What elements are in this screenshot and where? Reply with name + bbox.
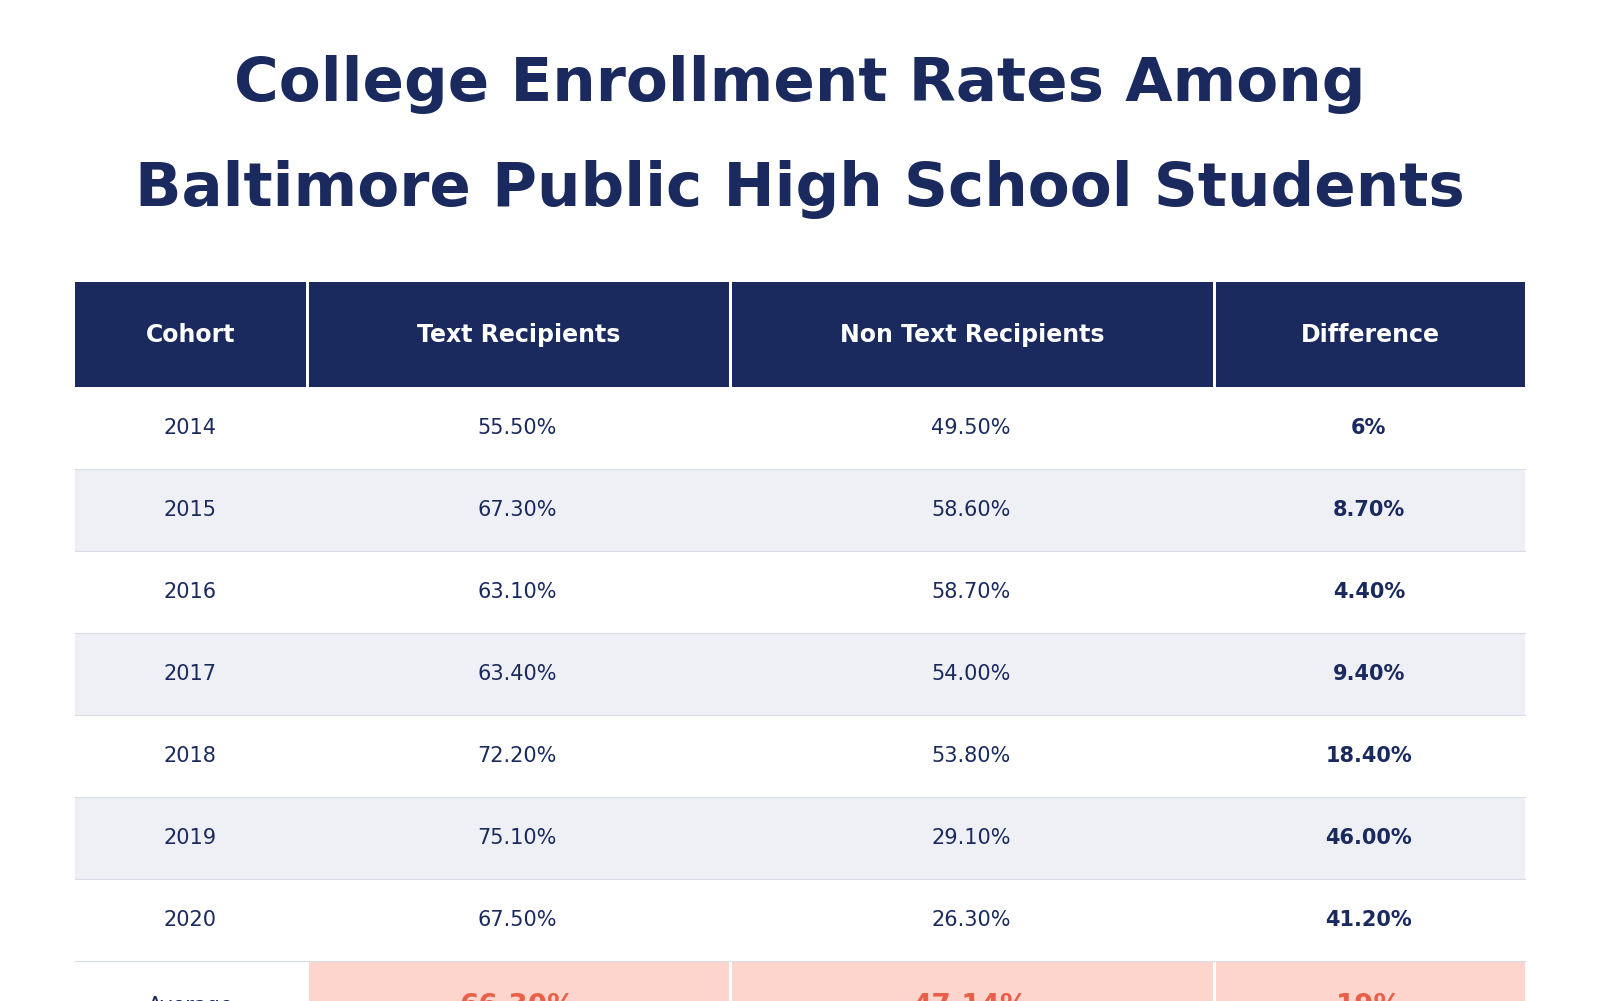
Text: 18.40%: 18.40% (1325, 746, 1413, 766)
Text: Non Text Recipients: Non Text Recipients (840, 322, 1104, 346)
Text: 53.80%: 53.80% (931, 746, 1011, 766)
Text: 46.00%: 46.00% (1325, 828, 1413, 848)
Text: 2020: 2020 (163, 910, 216, 930)
Text: 47.14%: 47.14% (914, 992, 1029, 1001)
Text: 2018: 2018 (163, 746, 216, 766)
Text: 58.60%: 58.60% (931, 500, 1011, 520)
Text: Average: Average (147, 996, 234, 1001)
Text: 8.70%: 8.70% (1333, 500, 1405, 520)
Text: 2019: 2019 (163, 828, 218, 848)
Text: 54.00%: 54.00% (931, 664, 1011, 684)
Text: 58.70%: 58.70% (931, 582, 1011, 602)
Text: 67.30%: 67.30% (478, 500, 557, 520)
Text: 75.10%: 75.10% (478, 828, 557, 848)
Text: Difference: Difference (1301, 322, 1440, 346)
Text: 63.40%: 63.40% (478, 664, 557, 684)
Text: 66.30%: 66.30% (459, 992, 576, 1001)
Text: 2015: 2015 (163, 500, 216, 520)
Text: 2017: 2017 (163, 664, 216, 684)
Text: Text Recipients: Text Recipients (418, 322, 621, 346)
Text: 49.50%: 49.50% (931, 418, 1011, 438)
Text: 2014: 2014 (163, 418, 216, 438)
Text: 55.50%: 55.50% (478, 418, 557, 438)
Text: 67.50%: 67.50% (478, 910, 557, 930)
Text: 41.20%: 41.20% (1325, 910, 1413, 930)
Text: 29.10%: 29.10% (931, 828, 1011, 848)
Text: 63.10%: 63.10% (478, 582, 557, 602)
Text: College Enrollment Rates Among: College Enrollment Rates Among (234, 55, 1366, 114)
Text: Cohort: Cohort (146, 322, 235, 346)
Text: 72.20%: 72.20% (478, 746, 557, 766)
Text: Baltimore Public High School Students: Baltimore Public High School Students (134, 160, 1466, 219)
Text: 4.40%: 4.40% (1333, 582, 1405, 602)
Text: 9.40%: 9.40% (1333, 664, 1405, 684)
Text: 26.30%: 26.30% (931, 910, 1011, 930)
Text: 19%: 19% (1336, 992, 1402, 1001)
Text: 6%: 6% (1350, 418, 1387, 438)
Text: 2016: 2016 (163, 582, 218, 602)
